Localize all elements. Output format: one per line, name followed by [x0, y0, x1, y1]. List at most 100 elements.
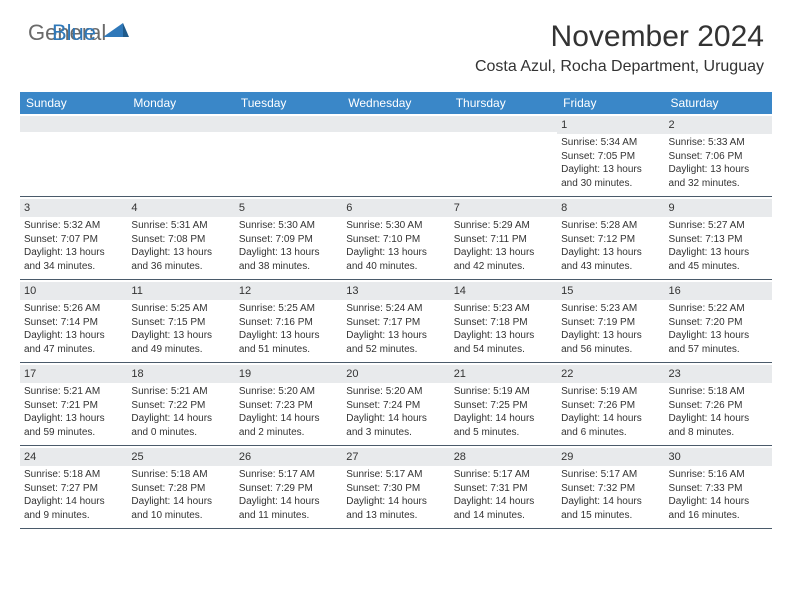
- sunrise-text: Sunrise: 5:17 AM: [239, 468, 338, 482]
- day-number: [20, 116, 127, 132]
- day-cell: 18 Sunrise: 5:21 AMSunset: 7:22 PMDayligh…: [127, 363, 234, 445]
- day-number: 17: [20, 365, 127, 383]
- brand-triangle-icon: [103, 23, 129, 39]
- daylight-text: Daylight: 13 hours and 57 minutes.: [669, 329, 768, 356]
- day-cell: 5Sunrise: 5:30 AMSunset: 7:09 PMDaylight…: [235, 197, 342, 279]
- day-number: [235, 116, 342, 132]
- day-cell: 2Sunrise: 5:33 AMSunset: 7:06 PMDaylight…: [665, 114, 772, 196]
- day-cell: 19Sunrise: 5:20 AMSunset: 7:23 PMDayligh…: [235, 363, 342, 445]
- daylight-text: Daylight: 13 hours and 56 minutes.: [561, 329, 660, 356]
- daylight-text: Daylight: 14 hours and 2 minutes.: [239, 412, 338, 439]
- day-cell: 17Sunrise: 5:21 AMSunset: 7:21 PMDayligh…: [20, 363, 127, 445]
- sunset-text: Sunset: 7:07 PM: [24, 233, 123, 247]
- sunset-text: Sunset: 7:29 PM: [239, 482, 338, 496]
- sunrise-text: Sunrise: 5:21 AM: [131, 385, 230, 399]
- day-cell: 15 Sunrise: 5:23 AMSunset: 7:19 PMDayligh…: [557, 280, 664, 362]
- sunset-text: Sunset: 7:33 PM: [669, 482, 768, 496]
- day-number: 15: [557, 282, 664, 300]
- daylight-text: Daylight: 13 hours and 59 minutes.: [24, 412, 123, 439]
- daylight-text: Daylight: 14 hours and 9 minutes.: [24, 495, 123, 522]
- day-number: 24: [20, 448, 127, 466]
- sunset-text: Sunset: 7:12 PM: [561, 233, 660, 247]
- sunrise-text: Sunrise: 5:28 AM: [561, 219, 660, 233]
- day-cell: 22Sunrise: 5:19 AMSunset: 7:26 PMDayligh…: [557, 363, 664, 445]
- sunset-text: Sunset: 7:08 PM: [131, 233, 230, 247]
- day-number: 23: [665, 365, 772, 383]
- sunrise-text: Sunrise: 5:23 AM: [454, 302, 553, 316]
- day-number: 12: [235, 282, 342, 300]
- sunset-text: Sunset: 7:24 PM: [346, 399, 445, 413]
- day-cell: [450, 114, 557, 196]
- day-number: 10: [20, 282, 127, 300]
- day-cell: 11Sunrise: 5:25 AMSunset: 7:15 PMDayligh…: [127, 280, 234, 362]
- day-cell: 10Sunrise: 5:26 AMSunset: 7:14 PMDayligh…: [20, 280, 127, 362]
- day-number: 26: [235, 448, 342, 466]
- sunrise-text: Sunrise: 5:18 AM: [24, 468, 123, 482]
- sunset-text: Sunset: 7:31 PM: [454, 482, 553, 496]
- daylight-text: Daylight: 14 hours and 5 minutes.: [454, 412, 553, 439]
- sunset-text: Sunset: 7:06 PM: [669, 150, 768, 164]
- weekday-header: Wednesday: [342, 92, 449, 114]
- sunrise-text: Sunrise: 5:31 AM: [131, 219, 230, 233]
- daylight-text: Daylight: 14 hours and 13 minutes.: [346, 495, 445, 522]
- day-number: 30: [665, 448, 772, 466]
- daylight-text: Daylight: 13 hours and 36 minutes.: [131, 246, 230, 273]
- sunrise-text: Sunrise: 5:21 AM: [24, 385, 123, 399]
- daylight-text: Daylight: 14 hours and 8 minutes.: [669, 412, 768, 439]
- sunset-text: Sunset: 7:17 PM: [346, 316, 445, 330]
- day-number: 16: [665, 282, 772, 300]
- calendar-grid: Sunday Monday Tuesday Wednesday Thursday…: [20, 92, 772, 529]
- sunset-text: Sunset: 7:18 PM: [454, 316, 553, 330]
- sunrise-text: Sunrise: 5:18 AM: [131, 468, 230, 482]
- day-cell: 27Sunrise: 5:17 AMSunset: 7:30 PMDayligh…: [342, 446, 449, 528]
- sunset-text: Sunset: 7:26 PM: [561, 399, 660, 413]
- day-cell: 20Sunrise: 5:20 AMSunset: 7:24 PMDayligh…: [342, 363, 449, 445]
- day-number: 13: [342, 282, 449, 300]
- daylight-text: Daylight: 13 hours and 30 minutes.: [561, 163, 660, 190]
- day-number: 19: [235, 365, 342, 383]
- sunrise-text: Sunrise: 5:17 AM: [561, 468, 660, 482]
- day-number: 18: [127, 365, 234, 383]
- weeks-container: 1Sunrise: 5:34 AMSunset: 7:05 PMDaylight…: [20, 114, 772, 529]
- day-cell: [235, 114, 342, 196]
- day-cell: [127, 114, 234, 196]
- daylight-text: Daylight: 13 hours and 32 minutes.: [669, 163, 768, 190]
- weekday-header: Monday: [127, 92, 234, 114]
- day-cell: 1Sunrise: 5:34 AMSunset: 7:05 PMDaylight…: [557, 114, 664, 196]
- sunset-text: Sunset: 7:11 PM: [454, 233, 553, 247]
- day-number: 29: [557, 448, 664, 466]
- sunset-text: Sunset: 7:22 PM: [131, 399, 230, 413]
- sunrise-text: Sunrise: 5:20 AM: [239, 385, 338, 399]
- sunrise-text: Sunrise: 5:20 AM: [346, 385, 445, 399]
- day-cell: 16Sunrise: 5:22 AMSunset: 7:20 PMDayligh…: [665, 280, 772, 362]
- daylight-text: Daylight: 14 hours and 10 minutes.: [131, 495, 230, 522]
- day-cell: 7Sunrise: 5:29 AMSunset: 7:11 PMDaylight…: [450, 197, 557, 279]
- day-number: 28: [450, 448, 557, 466]
- week-row: 24Sunrise: 5:18 AMSunset: 7:27 PMDayligh…: [20, 446, 772, 529]
- day-number: 27: [342, 448, 449, 466]
- day-number: 9: [665, 199, 772, 217]
- sunset-text: Sunset: 7:26 PM: [669, 399, 768, 413]
- day-cell: 21Sunrise: 5:19 AMSunset: 7:25 PMDayligh…: [450, 363, 557, 445]
- sunrise-text: Sunrise: 5:16 AM: [669, 468, 768, 482]
- sunrise-text: Sunrise: 5:29 AM: [454, 219, 553, 233]
- location-subtitle: Costa Azul, Rocha Department, Uruguay: [475, 58, 764, 76]
- day-cell: 14Sunrise: 5:23 AMSunset: 7:18 PMDayligh…: [450, 280, 557, 362]
- week-row: 3Sunrise: 5:32 AMSunset: 7:07 PMDaylight…: [20, 197, 772, 280]
- day-number: 2: [665, 116, 772, 134]
- sunrise-text: Sunrise: 5:26 AM: [24, 302, 123, 316]
- sunrise-text: Sunrise: 5:23 AM: [561, 302, 660, 316]
- sunrise-text: Sunrise: 5:34 AM: [561, 136, 660, 150]
- sunset-text: Sunset: 7:05 PM: [561, 150, 660, 164]
- day-number: 22: [557, 365, 664, 383]
- daylight-text: Daylight: 13 hours and 34 minutes.: [24, 246, 123, 273]
- day-cell: 26Sunrise: 5:17 AMSunset: 7:29 PMDayligh…: [235, 446, 342, 528]
- daylight-text: Daylight: 14 hours and 14 minutes.: [454, 495, 553, 522]
- day-number: 6: [342, 199, 449, 217]
- daylight-text: Daylight: 14 hours and 0 minutes.: [131, 412, 230, 439]
- sunrise-text: Sunrise: 5:17 AM: [454, 468, 553, 482]
- weekday-header: Tuesday: [235, 92, 342, 114]
- daylight-text: Daylight: 13 hours and 42 minutes.: [454, 246, 553, 273]
- sunset-text: Sunset: 7:19 PM: [561, 316, 660, 330]
- sunset-text: Sunset: 7:20 PM: [669, 316, 768, 330]
